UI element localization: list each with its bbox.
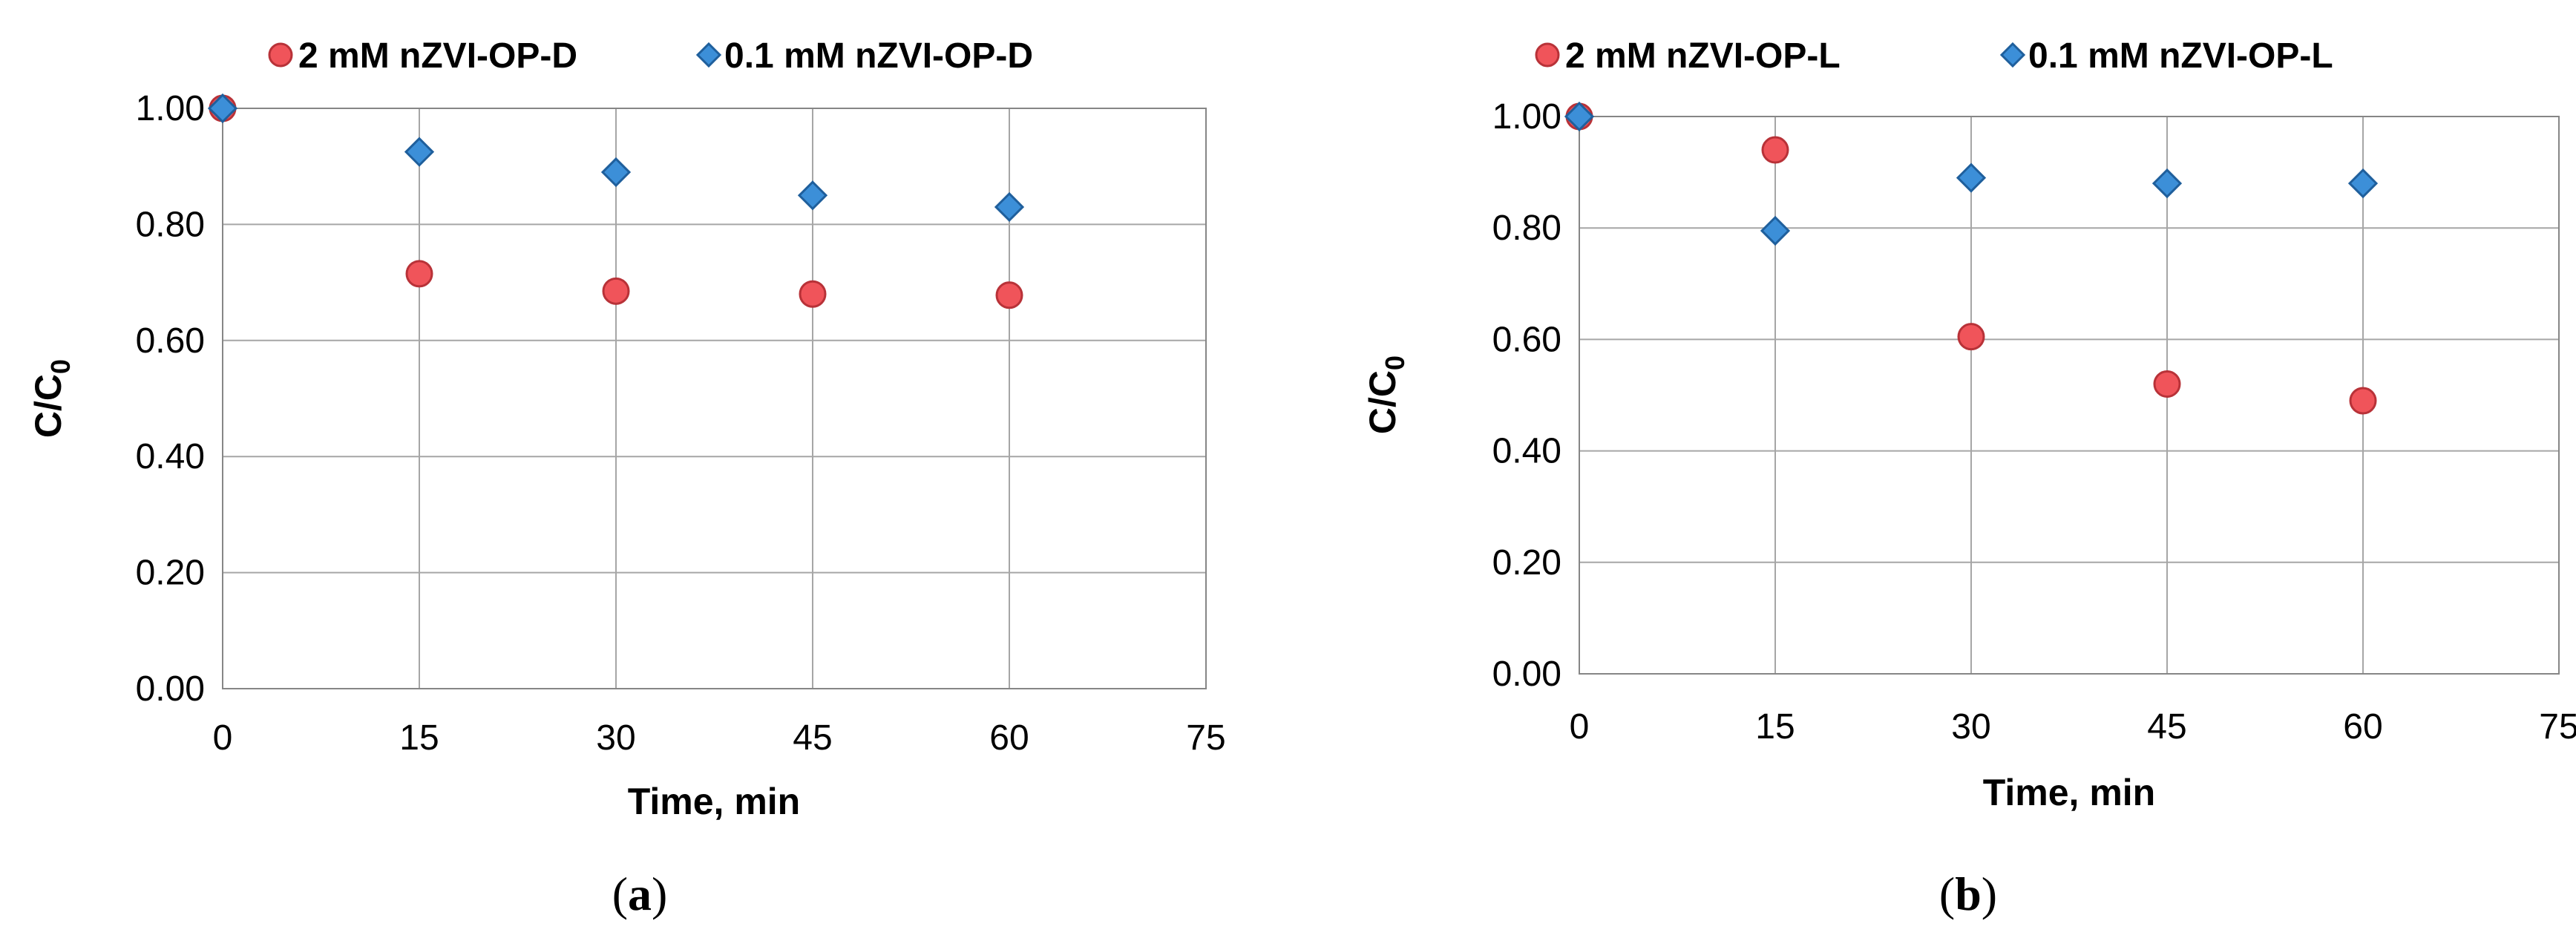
data-point-circle [1957, 323, 1985, 351]
x-tick-label: 0 [1570, 707, 1590, 747]
y-tick-label: 0.60 [136, 321, 205, 361]
data-point-diamond [404, 137, 435, 167]
y-ticks-a: 0.00 0.20 0.40 0.60 0.80 1.00 [136, 89, 205, 709]
legend-diamond-marker-a [695, 42, 722, 68]
legend-circle-marker-b [1535, 42, 1560, 68]
data-point-diamond [797, 180, 828, 211]
chart-panel-b: 2 mM nZVI-OP-L 0.1 mM nZVI-OP-L 0.00 0.20… [1362, 36, 2576, 920]
data-point-diamond [600, 157, 632, 188]
y-tick-label: 0.80 [1492, 209, 1561, 248]
gridlines-b [1579, 116, 2560, 675]
data-point-circle [1761, 136, 1789, 164]
chart-panel-a: 2 mM nZVI-OP-D 0.1 mM nZVI-OP-D 0.00 0.20… [27, 36, 1226, 920]
data-point-circle [995, 281, 1023, 309]
markers-a [207, 93, 1025, 309]
legend-circle-marker-a [268, 42, 293, 68]
y-tick-label: 0.60 [1492, 320, 1561, 359]
x-ticks-a: 0 15 30 45 60 75 [213, 718, 1226, 758]
y-tick-label: 0.00 [1492, 655, 1561, 694]
data-point-circle [602, 277, 630, 305]
x-axis-title-a: Time, min [628, 781, 800, 822]
x-axis-title-b: Time, min [1983, 772, 2155, 813]
y-ticks-b: 0.00 0.20 0.40 0.60 0.80 1.00 [1492, 97, 1561, 694]
legend-diamond-marker-b [1999, 42, 2026, 68]
data-point-diamond [1760, 215, 1791, 246]
data-point-diamond [1956, 163, 1987, 193]
data-point-circle [2153, 370, 2181, 398]
x-tick-label: 15 [1755, 707, 1795, 747]
legend-b: 2 mM nZVI-OP-L 0.1 mM nZVI-OP-L [1535, 36, 2333, 76]
data-point-diamond [994, 191, 1025, 223]
panel-label-a: (a) [612, 868, 668, 920]
data-point-circle [799, 280, 827, 308]
data-point-diamond [2151, 168, 2183, 199]
y-axis-title-main-a: C/C [27, 374, 69, 438]
x-tick-label: 15 [399, 718, 439, 758]
x-tick-label: 60 [989, 718, 1029, 758]
data-point-circle [2349, 387, 2377, 415]
y-axis-title-a: C/C0 [27, 359, 76, 438]
data-point-diamond [2347, 168, 2379, 199]
x-tick-label: 75 [2539, 707, 2576, 747]
x-tick-label: 0 [213, 718, 233, 758]
markers-b [1564, 101, 2379, 415]
panel-label-letter-a: a [628, 868, 652, 920]
legend-label-circle-b: 2 mM nZVI-OP-L [1565, 36, 1841, 76]
y-axis-title-b: C/C0 [1362, 355, 1410, 434]
data-point-circle [405, 260, 433, 288]
x-ticks-b: 0 15 30 45 60 75 [1570, 707, 2576, 747]
legend-label-diamond-b: 0.1 mM nZVI-OP-L [2028, 36, 2333, 76]
panel-label-letter-b: b [1955, 868, 1982, 920]
y-tick-label: 1.00 [136, 89, 205, 128]
data-point-diamond [1564, 101, 1595, 132]
y-axis-title-main-b: C/C [1362, 370, 1403, 434]
x-tick-label: 30 [1951, 707, 1990, 747]
y-axis-title-sub-b: 0 [1380, 355, 1410, 370]
x-tick-label: 45 [793, 718, 832, 758]
y-axis-title-sub-a: 0 [45, 359, 76, 374]
y-tick-label: 0.40 [1492, 432, 1561, 471]
y-tick-label: 0.20 [136, 554, 205, 593]
y-tick-label: 1.00 [1492, 97, 1561, 137]
panel-label-b: (b) [1939, 868, 1997, 920]
legend-label-circle-a: 2 mM nZVI-OP-D [298, 36, 577, 76]
y-tick-label: 0.80 [136, 205, 205, 244]
x-tick-label: 75 [1186, 718, 1225, 758]
x-tick-label: 45 [2147, 707, 2186, 747]
x-tick-label: 60 [2343, 707, 2382, 747]
plot-area-b [1579, 116, 2560, 675]
plot-area-a [222, 108, 1207, 689]
y-tick-label: 0.20 [1492, 543, 1561, 583]
legend-label-diamond-a: 0.1 mM nZVI-OP-D [724, 36, 1033, 76]
x-tick-label: 30 [596, 718, 635, 758]
legend-a: 2 mM nZVI-OP-D 0.1 mM nZVI-OP-D [268, 36, 1033, 76]
y-tick-label: 0.40 [136, 437, 205, 476]
data-point-diamond [207, 93, 238, 124]
gridlines-a [222, 108, 1207, 689]
y-tick-label: 0.00 [136, 669, 205, 709]
